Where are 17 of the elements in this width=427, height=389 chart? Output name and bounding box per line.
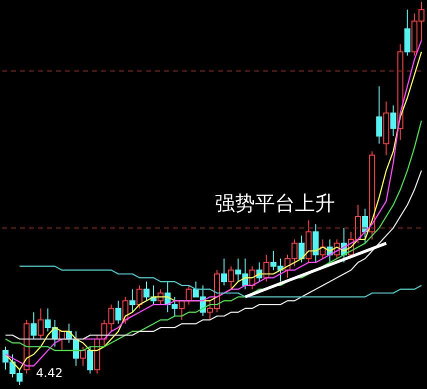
candlestick [129,288,136,313]
candlestick [312,224,319,263]
candlestick [404,9,410,56]
candlestick [30,312,37,340]
candlestick [80,346,86,366]
candlestick [38,308,44,340]
candlestick [221,258,228,286]
candlestick [390,104,396,137]
annotation: 强势平台上升 [215,190,335,217]
annotation: 4.42 [36,366,63,380]
candlestick [298,235,305,263]
candlestick [256,262,262,282]
candlestick [228,266,234,290]
candlestick [87,346,94,374]
candlestick [136,284,142,309]
candlestick [376,86,382,144]
candlestick [115,300,122,324]
